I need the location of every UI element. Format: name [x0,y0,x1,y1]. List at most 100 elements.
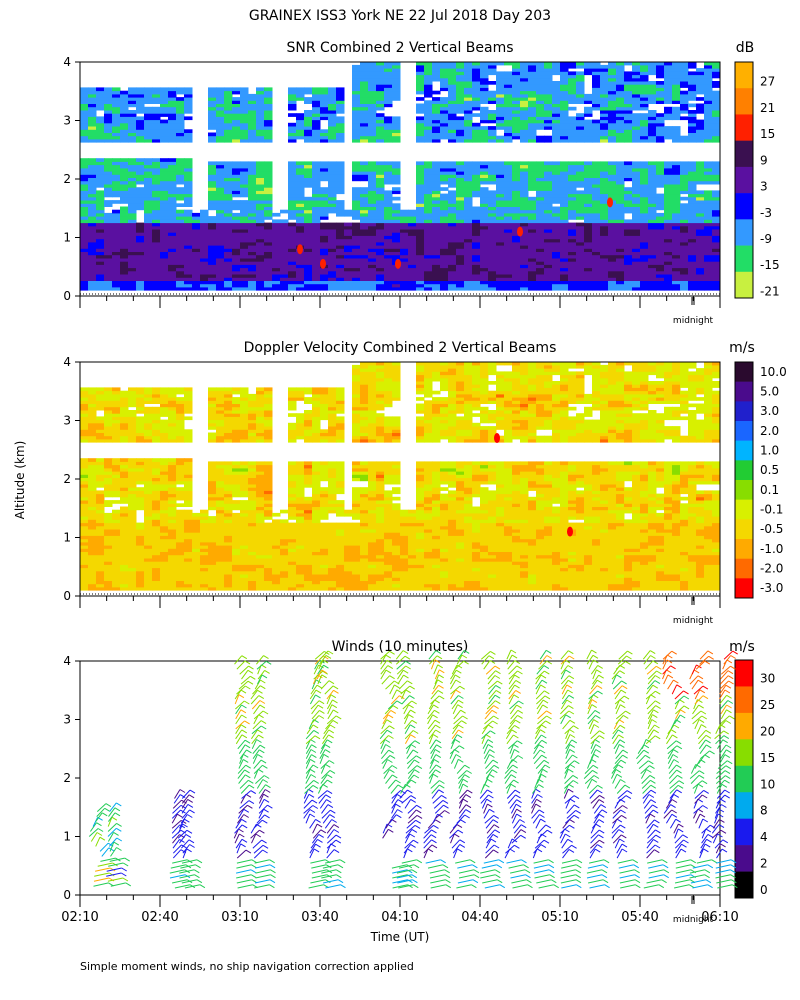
heat-cell [168,180,177,185]
heat-cell [696,283,705,288]
heat-cell [136,580,145,585]
heat-cell [336,177,345,182]
heat-cell [568,164,577,169]
heat-cell [512,90,521,95]
heat-cell [512,216,521,220]
heat-cell [504,229,513,233]
heat-cell [480,180,489,185]
heat-cell [448,87,457,92]
heat-cell [560,225,569,230]
heat-cell [448,258,457,262]
heat-cell [568,232,577,236]
heat-cell [232,248,241,252]
heat-cell [136,554,145,559]
heat-cell [368,61,377,66]
heat-cell [160,238,169,243]
heat-cell [440,203,449,207]
heat-cell [648,216,657,220]
heat-cell [480,74,489,79]
heat-cell [664,64,673,69]
heat-cell [248,267,257,272]
heat-cell [328,248,337,252]
heat-cell [288,232,297,236]
heat-cell [616,81,625,85]
heat-cell [712,68,721,72]
heat-cell [464,280,473,285]
heat-cell [440,206,449,211]
heat-cell [408,261,417,265]
heat-cell [520,129,529,133]
heat-cell [168,238,177,243]
heat-cell [288,245,297,249]
heat-cell [648,206,657,211]
heat-cell [528,251,537,256]
heat-cell [168,122,177,127]
heat-cell [648,129,657,133]
heat-cell [264,138,273,143]
heat-cell [688,116,697,121]
heat-cell [528,212,537,217]
heat-cell [312,258,321,262]
heat-cell [504,110,513,114]
heat-cell [640,64,649,69]
heat-cell [112,167,121,172]
heat-cell [464,277,473,281]
heat-cell [160,174,169,178]
heat-cell [304,212,313,217]
heat-cell [392,126,401,130]
heat-cell [144,87,153,92]
heat-cell [584,267,593,272]
heat-cell [688,267,697,272]
heat-cell [112,429,121,433]
heat-cell [104,580,113,585]
heat-cell [472,241,481,246]
heat-cell [712,261,721,265]
heat-cell [128,238,137,243]
heat-cell [208,241,217,246]
heat-cell [112,487,121,491]
heat-cell [672,184,681,188]
heat-cell [680,267,689,272]
heat-cell [312,283,321,288]
heat-cell [576,229,585,233]
heat-cell [120,558,129,562]
heat-cell [120,264,129,269]
heat-cell [544,106,553,111]
heat-cell [704,103,713,108]
heat-cell [480,71,489,76]
heat-cell [320,97,329,101]
heat-cell [496,216,505,220]
heat-cell [392,171,401,175]
heat-cell [96,580,105,585]
heat-cell [464,180,473,185]
heat-cell [112,177,121,182]
heat-cell [648,241,657,246]
heat-cell [416,135,425,140]
heat-cell [480,164,489,169]
heat-cell [640,184,649,188]
heat-cell [512,232,521,236]
heat-cell [120,410,129,414]
heat-cell [712,212,721,217]
heat-cell [488,219,497,224]
heat-cell [376,200,385,204]
heat-cell [120,477,129,482]
heat-cell [664,84,673,88]
heat-cell [136,267,145,272]
colorbar-label: 9 [760,153,768,167]
heat-cell [664,251,673,256]
heat-cell [128,583,137,588]
heat-cell [128,254,137,259]
heat-cell [576,84,585,88]
heat-cell [376,174,385,178]
heat-cell [232,184,241,188]
heat-cell [208,110,217,114]
heat-cell [440,126,449,130]
heat-cell [216,100,225,104]
heat-cell [248,274,257,278]
heat-cell [504,74,513,79]
heat-cell [136,110,145,114]
heat-cell [184,238,193,243]
heat-cell [704,235,713,240]
heat-cell [592,106,601,111]
